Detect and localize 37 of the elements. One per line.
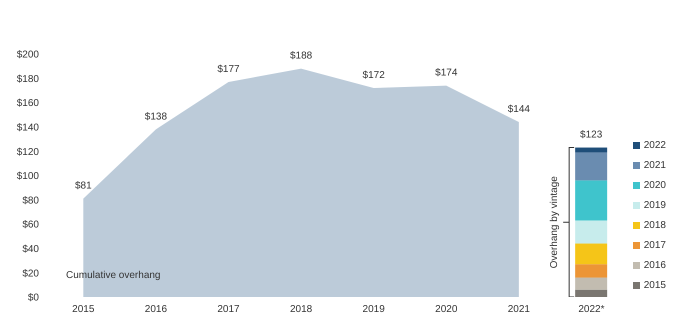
data-label: $81 — [74, 180, 92, 192]
data-label: $144 — [508, 104, 530, 116]
x-tick-label: 2021 — [508, 304, 530, 316]
y-tick-label: $200 — [16, 50, 40, 61]
y-tick-label: $120 — [16, 146, 40, 158]
legend-label: 2022 — [644, 140, 666, 150]
y-tick-label: $0 — [28, 292, 40, 304]
legend-label: 2021 — [644, 160, 666, 170]
x-tick-label: 2015 — [72, 304, 95, 316]
legend-label: 2015 — [644, 280, 666, 290]
legend-label: 2020 — [644, 180, 666, 190]
y-tick-label: $80 — [22, 195, 40, 206]
x-tick-label: 2019 — [362, 304, 386, 316]
data-label: $174 — [435, 68, 458, 79]
x-tick-label: 2016 — [144, 304, 168, 316]
x-tick-label: 2022* — [578, 304, 605, 316]
series-label: Cumulative overhang — [66, 270, 160, 281]
data-label: $177 — [217, 64, 240, 75]
legend-label: 2019 — [644, 200, 666, 210]
x-tick-label: 2018 — [290, 304, 313, 316]
data-label: $172 — [362, 70, 386, 82]
y-tick-label: $180 — [16, 74, 40, 85]
data-label: $188 — [290, 50, 313, 62]
legend-label: 2018 — [644, 220, 666, 230]
legend-label: 2017 — [644, 240, 666, 250]
x-tick-label: 2017 — [217, 304, 240, 316]
y-tick-label: $20 — [22, 268, 40, 280]
data-label: $138 — [144, 111, 168, 122]
y-tick-label: $100 — [16, 171, 40, 182]
annotation: Overhang by vintage — [549, 176, 560, 268]
y-tick-label: $160 — [16, 98, 40, 110]
x-tick-label: 2020 — [435, 304, 458, 316]
legend-label: 2016 — [644, 260, 666, 270]
total-label: $123 — [580, 130, 603, 141]
y-tick-label: $140 — [16, 122, 40, 134]
y-tick-label: $40 — [22, 244, 40, 255]
y-tick-label: $60 — [22, 220, 40, 231]
